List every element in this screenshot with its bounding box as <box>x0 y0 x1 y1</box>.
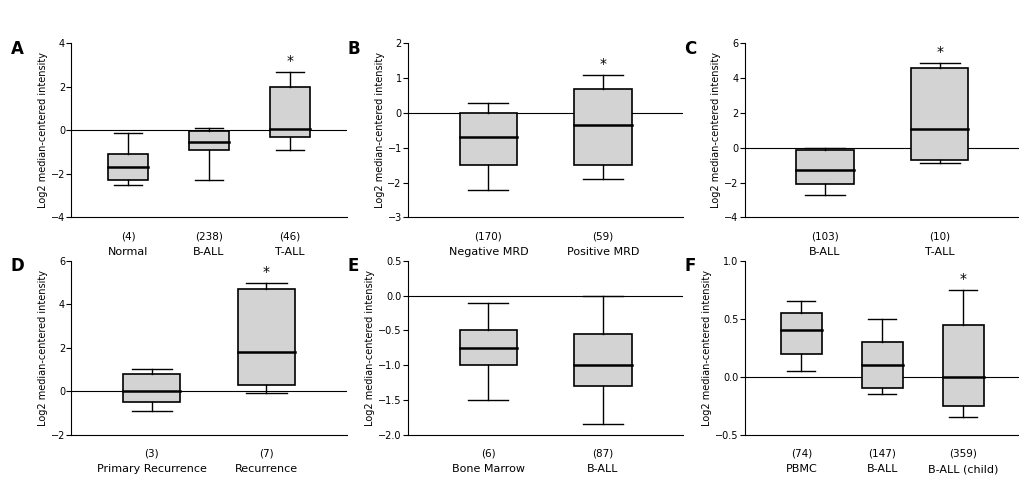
FancyBboxPatch shape <box>237 289 294 384</box>
Text: (103): (103) <box>810 231 838 242</box>
Text: Normal: Normal <box>108 247 148 257</box>
Text: C: C <box>684 40 696 58</box>
Y-axis label: Log2 median-centered intensity: Log2 median-centered intensity <box>38 270 48 426</box>
Text: (59): (59) <box>592 231 613 242</box>
Text: PBMC: PBMC <box>785 464 816 474</box>
Text: (46): (46) <box>279 231 301 242</box>
Text: A: A <box>11 40 23 58</box>
Text: F: F <box>684 257 695 275</box>
Text: (74): (74) <box>790 449 811 459</box>
Y-axis label: Log2 median-centered intensity: Log2 median-centered intensity <box>710 53 720 208</box>
Text: Positive MRD: Positive MRD <box>567 247 639 257</box>
Text: D: D <box>11 257 24 275</box>
FancyBboxPatch shape <box>910 68 967 160</box>
Text: *: * <box>959 272 966 286</box>
Text: *: * <box>935 45 943 59</box>
Text: (10): (10) <box>928 231 950 242</box>
Text: Negative MRD: Negative MRD <box>448 247 528 257</box>
Text: (87): (87) <box>592 449 613 459</box>
FancyBboxPatch shape <box>270 87 310 137</box>
Text: *: * <box>263 265 270 279</box>
Text: B-ALL: B-ALL <box>808 247 840 257</box>
FancyBboxPatch shape <box>460 113 517 165</box>
Text: Bone Marrow: Bone Marrow <box>451 464 525 474</box>
FancyBboxPatch shape <box>189 131 229 150</box>
Text: (147): (147) <box>867 449 896 459</box>
Text: T-ALL: T-ALL <box>924 247 954 257</box>
Text: (6): (6) <box>481 449 495 459</box>
FancyBboxPatch shape <box>861 342 902 388</box>
FancyBboxPatch shape <box>943 325 982 406</box>
Text: B-ALL: B-ALL <box>194 247 224 257</box>
Text: (7): (7) <box>259 449 273 459</box>
Text: Primary Recurrence: Primary Recurrence <box>97 464 207 474</box>
Text: (4): (4) <box>120 231 136 242</box>
Text: Recurrence: Recurrence <box>234 464 298 474</box>
FancyBboxPatch shape <box>574 89 631 165</box>
Text: T-ALL: T-ALL <box>275 247 305 257</box>
Text: *: * <box>599 57 606 71</box>
FancyBboxPatch shape <box>574 334 631 386</box>
Y-axis label: Log2 median-centered intensity: Log2 median-centered intensity <box>365 270 375 426</box>
Y-axis label: Log2 median-centered intensity: Log2 median-centered intensity <box>38 53 48 208</box>
Text: E: E <box>347 257 359 275</box>
Text: B-ALL (child): B-ALL (child) <box>927 464 998 474</box>
Text: B-ALL: B-ALL <box>587 464 619 474</box>
FancyBboxPatch shape <box>781 313 820 354</box>
Y-axis label: Log2 median-centered intensity: Log2 median-centered intensity <box>701 270 711 426</box>
Text: B: B <box>347 40 360 58</box>
Y-axis label: Log2 median-centered intensity: Log2 median-centered intensity <box>374 53 384 208</box>
Text: B-ALL: B-ALL <box>866 464 897 474</box>
FancyBboxPatch shape <box>108 154 148 180</box>
Text: *: * <box>286 54 293 68</box>
Text: (359): (359) <box>949 449 976 459</box>
Text: (3): (3) <box>145 449 159 459</box>
FancyBboxPatch shape <box>796 150 853 185</box>
Text: (238): (238) <box>195 231 223 242</box>
Text: (170): (170) <box>474 231 501 242</box>
FancyBboxPatch shape <box>460 330 517 365</box>
FancyBboxPatch shape <box>123 374 180 402</box>
